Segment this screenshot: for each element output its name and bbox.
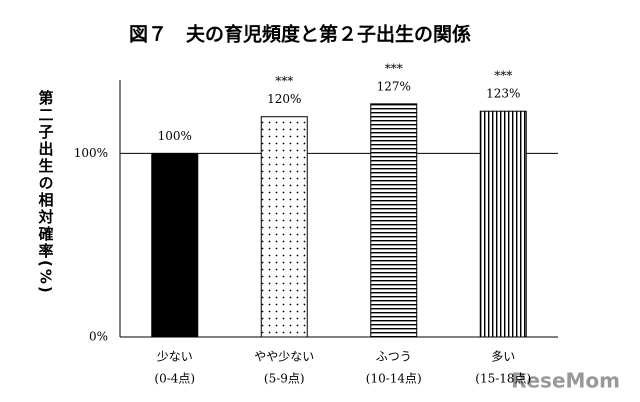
- value-label: 127%: [377, 79, 411, 93]
- y-tick-label: 0%: [89, 330, 108, 344]
- y-axis-label: 第二子出生の相対確率(%): [37, 89, 55, 295]
- x-tick-label: やや少ない: [254, 350, 314, 364]
- x-tick-note: (10-14点): [366, 372, 422, 386]
- watermark: ReseMom: [511, 369, 620, 393]
- x-tick-label: 少ない: [157, 350, 193, 364]
- bar: [260, 116, 308, 338]
- x-tick-note: (15-18点): [475, 372, 531, 386]
- chart-title: 図７ 夫の育児頻度と第２子出生の関係: [129, 23, 471, 46]
- value-label: 123%: [486, 87, 520, 101]
- y-tick-label: 100%: [74, 146, 108, 160]
- x-tick-note: (0-4点): [154, 372, 195, 386]
- significance-label: ***: [275, 74, 293, 88]
- bar: [151, 152, 199, 338]
- value-label: 100%: [158, 129, 192, 143]
- x-tick-label: 多い: [491, 350, 515, 364]
- x-tick-label: ふつう: [376, 350, 412, 364]
- significance-label: ***: [494, 69, 512, 83]
- bar: [479, 110, 527, 338]
- x-tick-note: (5-9点): [264, 372, 305, 386]
- value-label: 120%: [267, 92, 301, 106]
- bar: [370, 103, 418, 338]
- significance-label: ***: [385, 61, 403, 75]
